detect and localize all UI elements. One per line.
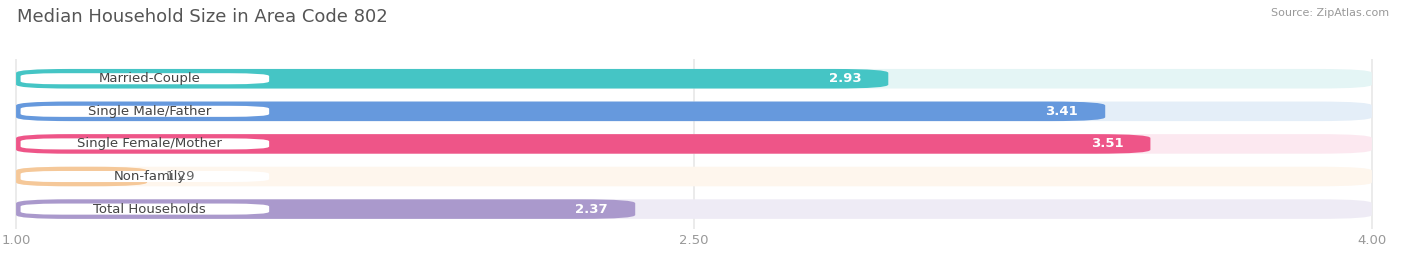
Text: 2.93: 2.93 — [828, 72, 862, 85]
Text: Median Household Size in Area Code 802: Median Household Size in Area Code 802 — [17, 8, 388, 26]
FancyBboxPatch shape — [21, 73, 269, 84]
FancyBboxPatch shape — [15, 101, 1372, 121]
FancyBboxPatch shape — [21, 171, 269, 182]
Text: Married-Couple: Married-Couple — [98, 72, 200, 85]
FancyBboxPatch shape — [15, 134, 1372, 154]
FancyBboxPatch shape — [15, 167, 148, 186]
FancyBboxPatch shape — [21, 106, 269, 117]
FancyBboxPatch shape — [15, 134, 1150, 154]
Text: 1.29: 1.29 — [166, 170, 194, 183]
FancyBboxPatch shape — [15, 69, 889, 89]
FancyBboxPatch shape — [15, 69, 1372, 89]
Text: Total Households: Total Households — [93, 203, 205, 215]
FancyBboxPatch shape — [15, 101, 1105, 121]
Text: Single Male/Father: Single Male/Father — [87, 105, 211, 118]
Text: Non-family: Non-family — [114, 170, 186, 183]
Text: Source: ZipAtlas.com: Source: ZipAtlas.com — [1271, 8, 1389, 18]
Text: 2.37: 2.37 — [575, 203, 609, 215]
FancyBboxPatch shape — [15, 199, 1372, 219]
FancyBboxPatch shape — [21, 138, 269, 150]
Text: Single Female/Mother: Single Female/Mother — [77, 137, 222, 150]
FancyBboxPatch shape — [21, 204, 269, 215]
FancyBboxPatch shape — [15, 167, 1372, 186]
Text: 3.51: 3.51 — [1091, 137, 1123, 150]
Text: 3.41: 3.41 — [1045, 105, 1078, 118]
FancyBboxPatch shape — [15, 199, 636, 219]
